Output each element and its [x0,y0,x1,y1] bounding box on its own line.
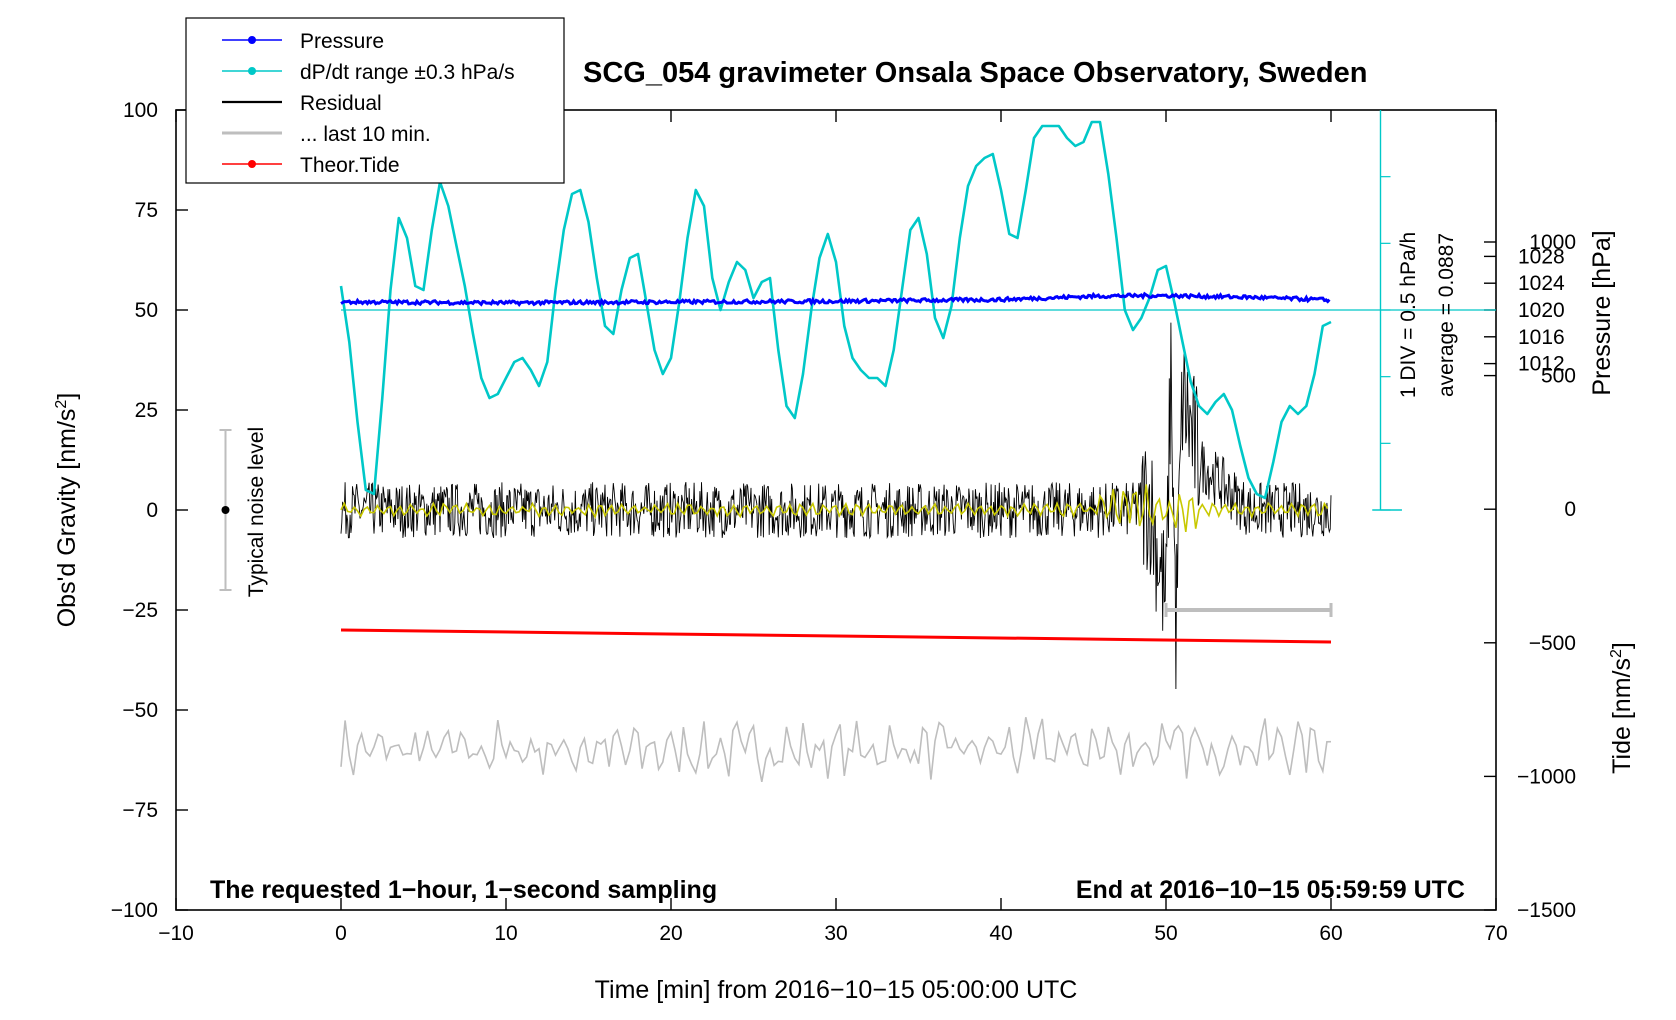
series-last-10-min [340,717,1332,782]
x-tick-label: 40 [989,922,1012,945]
y-axis-title-pressure: Pressure [hPa] [1588,230,1616,395]
legend-marker-pressure [248,36,256,44]
x-tick-label: 0 [335,922,347,945]
y-tick-label-left: 50 [135,299,158,322]
y-tide-end: ] [1608,642,1636,649]
legend-label-residual: Residual [300,92,382,115]
x-tick-label: 10 [494,922,517,945]
y-tick-label-tide: 1000 [1529,231,1576,254]
y-tick-label-tide: 500 [1541,365,1576,388]
series-dpdt [339,120,1332,500]
legend-marker-dpdt [248,67,256,75]
series-pressure [340,291,1331,308]
y-tick-label-pressure: 1016 [1518,326,1565,349]
y-tick-label-left: −50 [122,699,158,722]
y-tide-label: Tide [nm/s [1608,658,1636,774]
data-marks [219,110,1496,782]
footer-left: The requested 1−hour, 1−second sampling [210,876,717,904]
x-tick-label: 50 [1154,922,1177,945]
y-tick-label-tide: 0 [1564,498,1576,521]
y-tick-label-pressure: 1020 [1518,299,1565,322]
y-tick-label-pressure: 1024 [1518,272,1565,295]
footer-right: End at 2016−10−15 05:59:59 UTC [1076,876,1465,904]
legend-box [185,17,565,184]
y-tick-label-left: −25 [122,599,158,622]
chart-title: SCG_054 gravimeter Onsala Space Observat… [583,57,1367,89]
y-tick-label-pressure: 1012 [1518,353,1565,376]
y-tick-label-left: 25 [135,399,158,422]
x-tick-label: 70 [1484,922,1507,945]
y-left-end: ] [53,393,81,400]
y-tick-label-left: −100 [111,899,158,922]
x-axis-title: Time [min] from 2016−10−15 05:00:00 UTC [595,976,1078,1004]
y-tick-label-left: 0 [146,499,158,522]
y-left-label: Obs'd Gravity [nm/s [53,409,81,628]
legend-label-last10: ... last 10 min. [300,123,431,146]
legend-marker-tide [248,160,256,168]
series-theor-tide [340,628,1332,644]
x-tick-label: 60 [1319,922,1342,945]
y-tick-label-tide: −500 [1529,632,1576,655]
y-tick-label-left: 75 [135,199,158,222]
axis-ticks: −10 0 10 20 30 40 50 60 701007550250−25−50−75−10… [111,99,1576,945]
noise-center-dot [221,506,230,514]
y-axis-title-tide: Tide [nm/s2] [1608,642,1636,774]
x-tick-label: 30 [824,922,847,945]
noise-label: Typical noise level [245,427,268,597]
legend-label-pressure: Pressure [300,30,384,53]
y-tick-label-tide: −1000 [1517,765,1576,788]
y-tick-label-pressure: 1028 [1518,245,1565,268]
y-tick-label-tide: −1500 [1517,899,1576,922]
ddt-scale-label: 1 DIV = 0.5 hPa/h [1397,232,1420,398]
series-residual-smoothed [340,484,1329,533]
y-axis-title-left: Obs'd Gravity [nm/s2] [53,393,81,628]
y-tide-sup: 2 [1608,649,1625,658]
legend-label-tide: Theor.Tide [300,154,400,177]
x-tick-label: −10 [158,922,194,945]
y-tick-label-left: 100 [123,99,158,122]
x-tick-label: 20 [659,922,682,945]
legend-label-dpdt: dP/dt range ±0.3 hPa/s [300,61,515,84]
y-left-sup: 2 [53,400,70,409]
legend: Pressure dP/dt range ±0.3 hPa/s Residual… [185,17,565,184]
y-tick-label-left: −75 [122,799,158,822]
average-label: average = 0.0887 [1435,233,1458,397]
